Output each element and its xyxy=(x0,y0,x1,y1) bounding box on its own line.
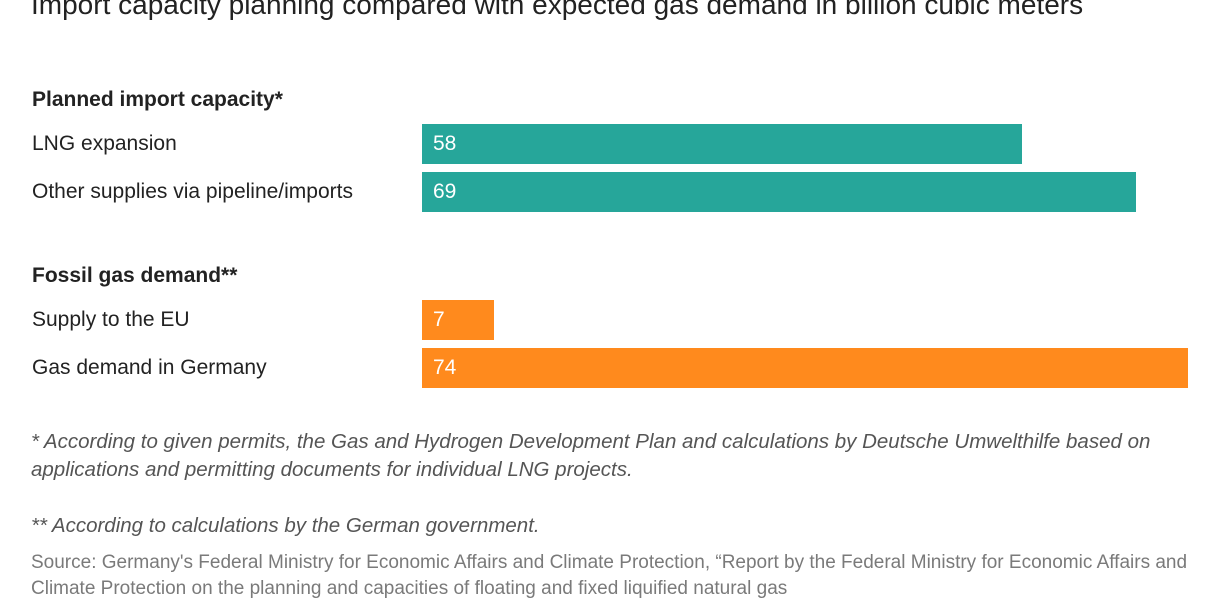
row-label-other-supplies: Other supplies via pipeline/imports xyxy=(32,180,353,203)
row-label-lng-expansion: LNG expansion xyxy=(32,132,177,155)
bar-gas-demand-germany xyxy=(422,348,1188,388)
bar-value-lng-expansion: 58 xyxy=(433,132,457,155)
footnote-gas-demand: ** According to calculations by the Germ… xyxy=(31,514,540,537)
bar-other-supplies xyxy=(422,172,1137,212)
chart-title: Import capacity planning compared with e… xyxy=(31,0,1084,20)
row-label-supply-to-eu: Supply to the EU xyxy=(32,308,190,331)
source-note: Source: Germany's Federal Ministry for E… xyxy=(31,552,1188,599)
row-label-gas-demand-germany: Gas demand in Germany xyxy=(32,356,267,379)
bar-value-gas-demand-germany: 74 xyxy=(433,356,457,379)
bar-value-supply-to-eu: 7 xyxy=(433,308,445,331)
bar-supply-to-eu xyxy=(422,300,495,340)
bar-value-other-supplies: 69 xyxy=(433,180,457,203)
footnote-import-capacity: * According to given permits, the Gas an… xyxy=(31,430,1151,481)
group-heading-fossil-gas-demand: Fossil gas demand** xyxy=(32,264,238,287)
group-heading-import-capacity: Planned import capacity* xyxy=(32,88,283,111)
bar-lng-expansion xyxy=(422,124,1023,164)
